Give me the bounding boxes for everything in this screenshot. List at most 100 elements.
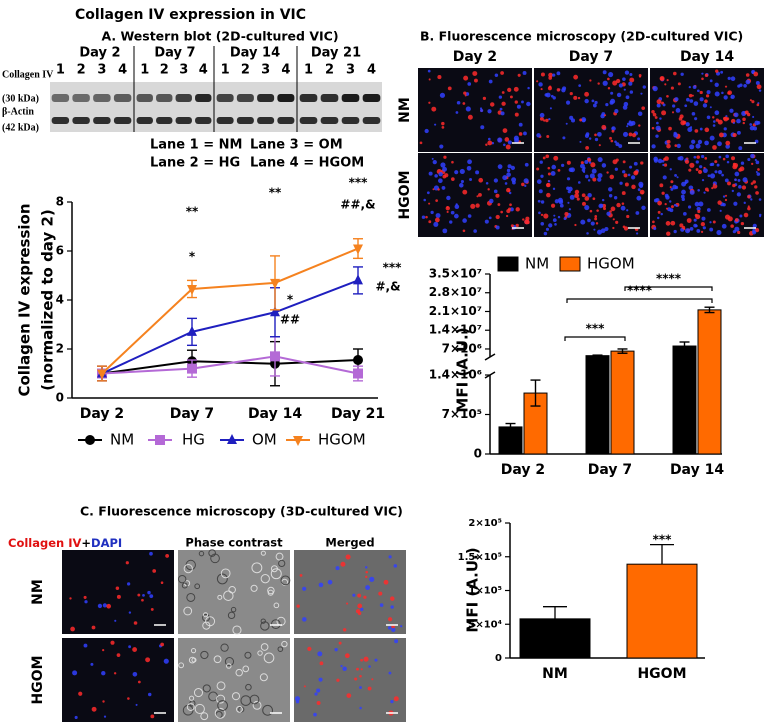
cell [217, 700, 228, 711]
legend-swatch [559, 256, 581, 272]
cell [228, 585, 236, 594]
marker [85, 435, 95, 445]
cell [141, 598, 144, 602]
cell [717, 119, 723, 125]
cell [712, 220, 716, 224]
cell [561, 163, 565, 168]
cell [132, 671, 138, 677]
collagen-band [195, 94, 212, 102]
cell [754, 185, 758, 189]
cell [553, 214, 556, 217]
cell [252, 700, 262, 710]
cell [542, 156, 546, 160]
x-tick-label: Day 2 [80, 406, 124, 422]
cell [70, 626, 75, 632]
cell [424, 128, 429, 134]
cell [701, 77, 704, 81]
cell [723, 95, 728, 100]
cell [487, 137, 491, 141]
cell [281, 640, 288, 648]
cell [574, 223, 577, 227]
cell [714, 110, 720, 116]
cell [517, 73, 521, 77]
cell [693, 218, 697, 222]
cell [589, 173, 595, 179]
cell [524, 184, 527, 187]
cell [135, 703, 138, 706]
cell [657, 200, 662, 206]
cell [506, 187, 511, 193]
cell [473, 229, 477, 233]
cell [335, 566, 340, 571]
cell [210, 553, 220, 564]
cell [570, 118, 576, 123]
cell [686, 218, 692, 223]
cell [721, 173, 724, 177]
cell [504, 137, 510, 142]
cell [677, 156, 682, 161]
cell [624, 182, 629, 187]
cell [606, 211, 611, 216]
cell [588, 161, 592, 164]
cell [724, 85, 728, 88]
annotation: ** [186, 205, 199, 219]
cell [661, 191, 665, 195]
cell [714, 82, 719, 87]
cell [546, 182, 551, 187]
cell [522, 218, 525, 221]
cell [727, 76, 731, 80]
cell [691, 112, 696, 116]
cell [280, 575, 291, 586]
cell [365, 585, 371, 590]
cell [110, 640, 115, 645]
cell [577, 96, 581, 100]
cell [543, 231, 548, 236]
cell [487, 140, 493, 146]
cell [316, 688, 321, 693]
cell [480, 125, 485, 130]
cell [692, 85, 697, 89]
cell [623, 88, 626, 91]
cell [270, 619, 281, 629]
cell [615, 142, 620, 147]
cell [506, 172, 511, 177]
cell [511, 177, 517, 183]
cell [670, 220, 676, 226]
cell [485, 181, 489, 185]
cell [557, 168, 561, 172]
cell [460, 179, 465, 184]
cell [626, 125, 629, 128]
cell [695, 160, 699, 164]
cell [202, 612, 209, 618]
cell [538, 211, 541, 215]
cell [514, 112, 519, 117]
cell [701, 72, 704, 75]
cell [755, 191, 759, 195]
cell [629, 77, 635, 83]
cell [513, 135, 519, 141]
cell [462, 102, 466, 105]
cell [742, 117, 746, 122]
cell [596, 209, 599, 212]
cell [597, 157, 603, 163]
cell [102, 603, 107, 608]
cell [604, 114, 607, 117]
cell [360, 658, 363, 662]
cell [736, 130, 741, 135]
cell [186, 592, 196, 602]
x-tick-label: Day 7 [588, 462, 632, 478]
cell [714, 160, 718, 164]
cell [758, 198, 762, 201]
cell [672, 184, 677, 190]
cell [666, 79, 669, 82]
cell [699, 127, 703, 131]
cell [709, 227, 714, 232]
cell [689, 189, 695, 195]
cell [689, 99, 694, 103]
cell [669, 168, 672, 171]
cell [737, 178, 741, 182]
cell [500, 111, 505, 116]
cell [584, 196, 590, 201]
cell [673, 131, 677, 136]
cell [664, 202, 667, 206]
